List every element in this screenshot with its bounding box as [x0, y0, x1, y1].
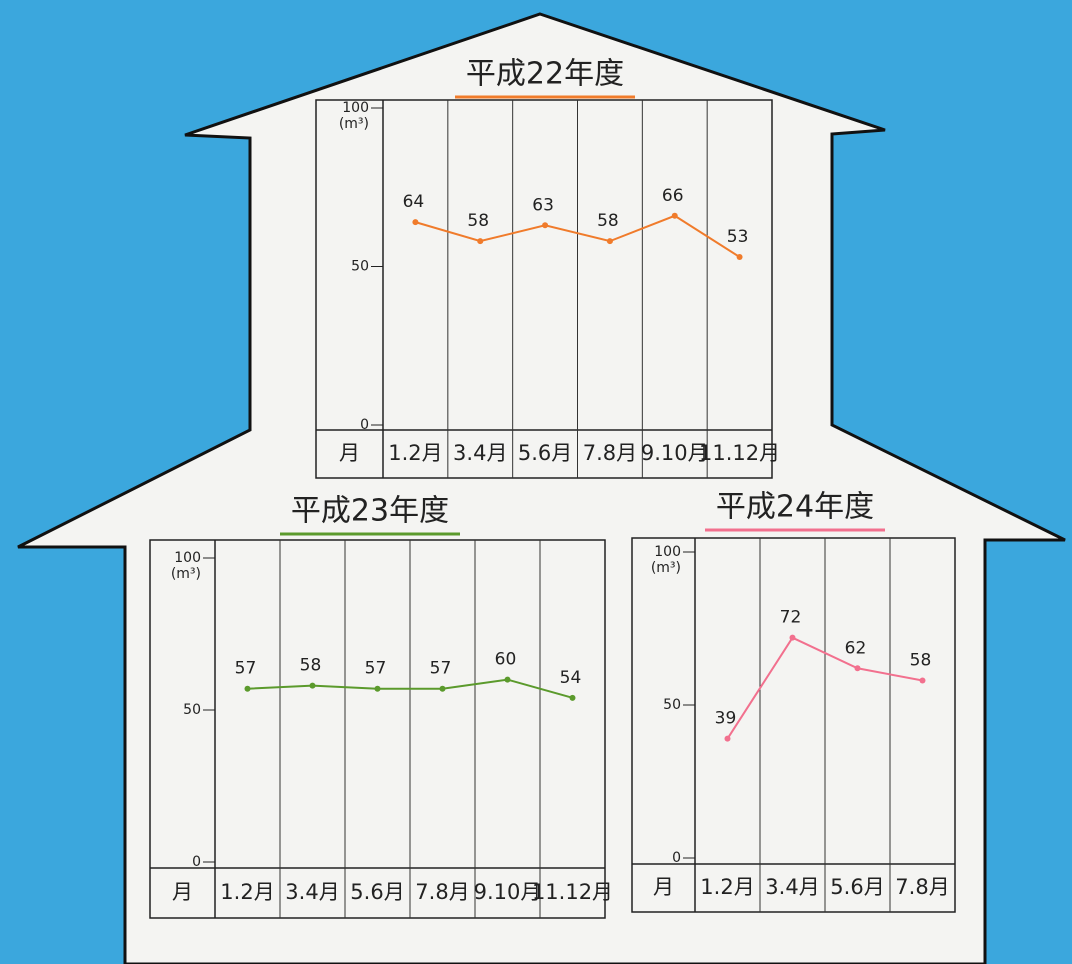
data-label: 62: [845, 638, 867, 658]
x-tick-label: 3.4月: [453, 441, 507, 465]
x-tick-label: 1.2月: [700, 875, 754, 899]
data-label: 57: [430, 659, 452, 679]
house: [17, 12, 1066, 964]
data-label: 60: [495, 650, 517, 670]
line: [415, 214, 741, 258]
x-tick-label: 1.2月: [388, 441, 442, 465]
point: [736, 253, 743, 260]
y-tick-label: 0: [360, 417, 369, 433]
y-tick-label: 0: [192, 854, 201, 870]
x-tick-label: 3.4月: [765, 875, 819, 899]
x-tick-label: 7.8月: [415, 880, 469, 904]
point: [789, 634, 796, 641]
chart-title: 平成24年度: [716, 490, 874, 525]
y-axis-label: (m³): [339, 116, 369, 132]
point: [724, 735, 731, 742]
y-tick-label: 50: [351, 259, 369, 275]
data-label: 64: [403, 192, 425, 212]
point: [671, 212, 678, 219]
x-tick-label: 1.2月: [220, 880, 274, 904]
chart-title: 平成22年度: [466, 57, 624, 92]
point: [309, 682, 316, 689]
x-tick-label: 5.6月: [350, 880, 404, 904]
point: [854, 665, 861, 672]
x-tick-label: 3.4月: [285, 880, 339, 904]
data-label: 58: [300, 656, 322, 676]
point: [919, 677, 926, 684]
x-axis-label: 月: [653, 875, 674, 899]
data-label: 57: [365, 659, 387, 679]
point: [542, 222, 549, 229]
data-label: 39: [715, 709, 737, 729]
point: [504, 676, 511, 683]
data-label: 53: [727, 227, 749, 247]
y-tick-label: 50: [663, 697, 681, 713]
x-tick-label: 9.10月: [474, 880, 542, 904]
x-tick-label: 9.10月: [641, 441, 709, 465]
x-tick-label: 11.12月: [532, 880, 613, 904]
x-tick-label: 5.6月: [830, 875, 884, 899]
line: [247, 678, 573, 699]
y-tick-label: 100: [654, 544, 681, 560]
point: [412, 219, 419, 226]
y-tick-label: 0: [672, 850, 681, 866]
y-tick-label: 100: [174, 550, 201, 566]
point: [244, 685, 251, 692]
chart-frame: [631, 537, 956, 913]
y-axis-label: (m³): [651, 560, 681, 576]
chart-frame: [149, 539, 606, 919]
data-label: 54: [560, 668, 582, 688]
point: [606, 238, 613, 245]
x-axis-label: 月: [172, 880, 193, 904]
data-label: 58: [597, 211, 619, 231]
data-label: 57: [235, 659, 257, 679]
data-label: 58: [910, 651, 932, 671]
y-axis-label: (m³): [171, 566, 201, 582]
x-tick-label: 7.8月: [895, 875, 949, 899]
point: [569, 694, 576, 701]
line: [726, 636, 923, 740]
chart-title: 平成23年度: [291, 494, 449, 529]
data-label: 58: [467, 211, 489, 231]
y-tick-label: 50: [183, 702, 201, 718]
data-label: 63: [532, 195, 554, 215]
data-label: 72: [780, 608, 802, 628]
x-tick-label: 5.6月: [518, 441, 572, 465]
point: [439, 685, 446, 692]
y-tick-label: 100: [342, 100, 369, 116]
x-tick-label: 7.8月: [583, 441, 637, 465]
x-tick-label: 11.12月: [699, 441, 780, 465]
point: [477, 238, 484, 245]
data-label: 66: [662, 186, 684, 206]
x-axis-label: 月: [339, 441, 360, 465]
point: [374, 685, 381, 692]
chart-frame: [315, 99, 773, 479]
